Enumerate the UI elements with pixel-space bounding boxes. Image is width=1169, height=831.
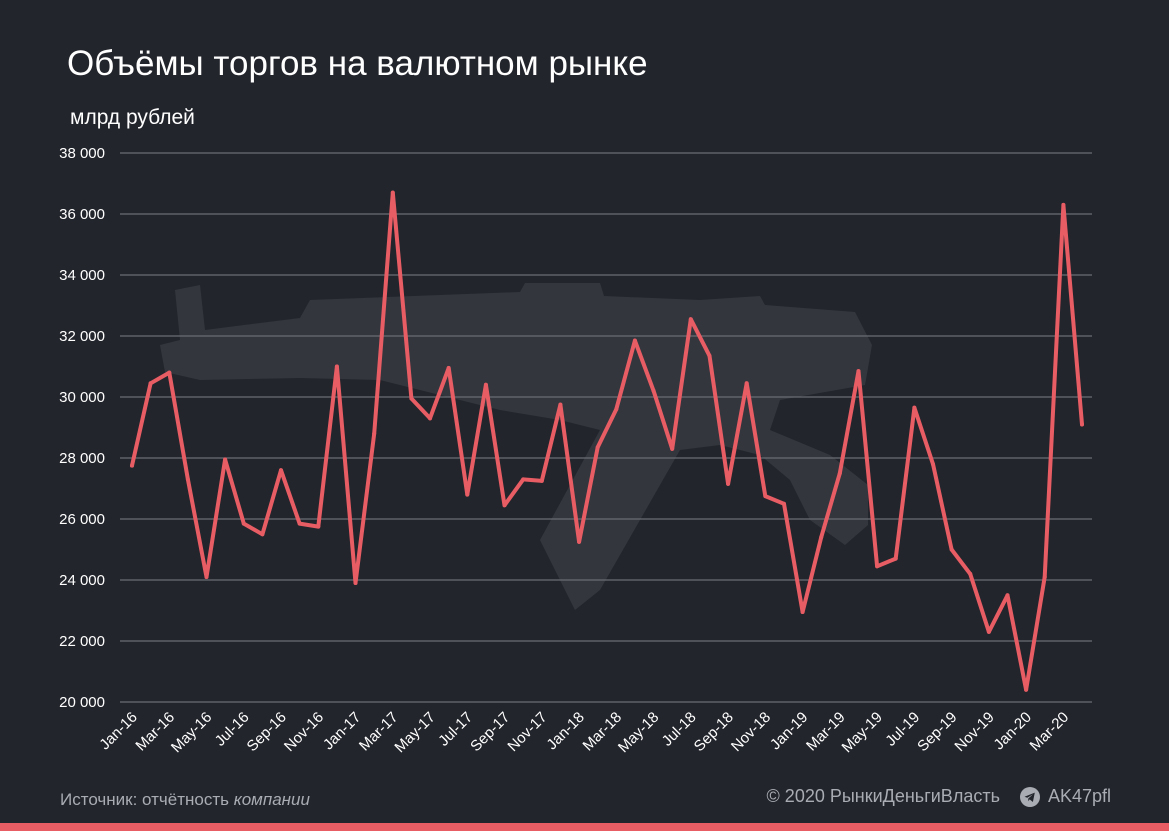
data-point: [893, 556, 898, 561]
data-point: [185, 477, 190, 482]
y-tick-label: 34 000: [59, 267, 105, 284]
y-tick-label: 28 000: [59, 450, 105, 467]
data-point: [539, 478, 544, 483]
data-point: [465, 492, 470, 497]
data-point: [707, 353, 712, 358]
data-point: [930, 462, 935, 467]
x-tick-label: Sep-16: [244, 709, 290, 755]
footer-credits: © 2020 РынкиДеньгиВласть AK47pfl: [767, 786, 1111, 807]
data-point: [558, 402, 563, 407]
data-point: [837, 471, 842, 476]
x-tick-label: Jan-19: [767, 709, 811, 753]
y-tick-label: 26 000: [59, 511, 105, 528]
data-point: [968, 571, 973, 576]
line-chart: 20 000 22 000 24 000 26 000 28 000 30 000 32 0…: [59, 145, 1092, 756]
source-italic: компании: [233, 790, 310, 809]
channel-name[interactable]: AK47pfl: [1047, 786, 1111, 806]
y-tick-label: 32 000: [59, 328, 105, 345]
data-point: [912, 405, 917, 410]
data-point: [763, 494, 768, 499]
y-tick-label: 20 000: [59, 694, 105, 711]
data-point: [688, 317, 693, 322]
x-tick-label: Sep-19: [914, 709, 960, 755]
x-tick-label: Sep-17: [467, 709, 513, 755]
data-point: [1061, 202, 1066, 207]
data-point: [148, 381, 153, 386]
data-point: [241, 521, 246, 526]
x-tick-label: Nov-19: [951, 709, 997, 755]
x-tick-label: Jan-16: [96, 709, 140, 753]
source-prefix: Источник: отчётность: [60, 790, 234, 809]
data-point: [800, 610, 805, 615]
x-tick-label: Mar-20: [1027, 709, 1073, 755]
x-tick-label: Nov-18: [728, 709, 774, 755]
data-point: [577, 539, 582, 544]
y-tick-label: 38 000: [59, 145, 105, 162]
data-point: [670, 446, 675, 451]
y-tick-label: 24 000: [59, 572, 105, 589]
data-point: [875, 564, 880, 569]
data-point: [353, 581, 358, 586]
x-tick-label: Jan-18: [543, 709, 587, 753]
x-tick-label: Jan-17: [320, 709, 364, 753]
bottom-accent-bar: [0, 823, 1169, 831]
data-point: [781, 501, 786, 506]
data-point: [595, 445, 600, 450]
data-point: [1024, 687, 1029, 692]
data-point: [986, 629, 991, 634]
data-point: [949, 547, 954, 552]
y-axis-unit-label: млрд рублей: [70, 106, 195, 129]
data-point: [390, 190, 395, 195]
data-point: [167, 370, 172, 375]
series-line: [130, 190, 1084, 692]
x-tick-label: May-16: [168, 709, 215, 756]
data-point: [372, 431, 377, 436]
data-point: [521, 477, 526, 482]
data-point: [297, 521, 302, 526]
chart-title: Объёмы торгов на валютном рынке: [67, 44, 648, 83]
data-point: [1080, 422, 1084, 427]
x-tick-label: May-19: [839, 709, 886, 756]
x-tick-label: May-17: [391, 709, 438, 756]
data-point: [409, 396, 414, 401]
data-point: [502, 503, 507, 508]
y-tick-label: 36 000: [59, 206, 105, 223]
data-point: [614, 407, 619, 412]
data-point: [316, 524, 321, 529]
data-point: [632, 338, 637, 343]
copyright-text: © 2020 РынкиДеньгиВласть: [766, 786, 1000, 806]
data-point: [428, 416, 433, 421]
x-tick-label: Jan-20: [990, 709, 1034, 753]
data-point: [819, 535, 824, 540]
data-point: [223, 457, 228, 462]
data-point: [130, 463, 134, 468]
data-point: [744, 381, 749, 386]
y-tick-label: 30 000: [59, 389, 105, 406]
x-tick-label: Sep-18: [691, 709, 737, 755]
rifle-watermark-icon: [160, 283, 872, 610]
data-point: [856, 369, 861, 374]
data-point: [334, 364, 339, 369]
data-point: [204, 574, 209, 579]
data-point: [726, 481, 731, 486]
x-tick-label: Nov-16: [281, 709, 327, 755]
source-note: Источник: отчётность компании: [60, 790, 310, 810]
data-point: [279, 468, 284, 473]
data-point: [651, 388, 656, 393]
data-point: [1042, 574, 1047, 579]
data-point: [260, 532, 265, 537]
x-tick-label: Nov-17: [504, 709, 550, 755]
data-point: [446, 366, 451, 371]
data-point: [1005, 593, 1010, 598]
telegram-icon: [1019, 786, 1040, 807]
x-tick-label: May-18: [615, 709, 662, 756]
data-point: [483, 382, 488, 387]
y-tick-label: 22 000: [59, 633, 105, 650]
